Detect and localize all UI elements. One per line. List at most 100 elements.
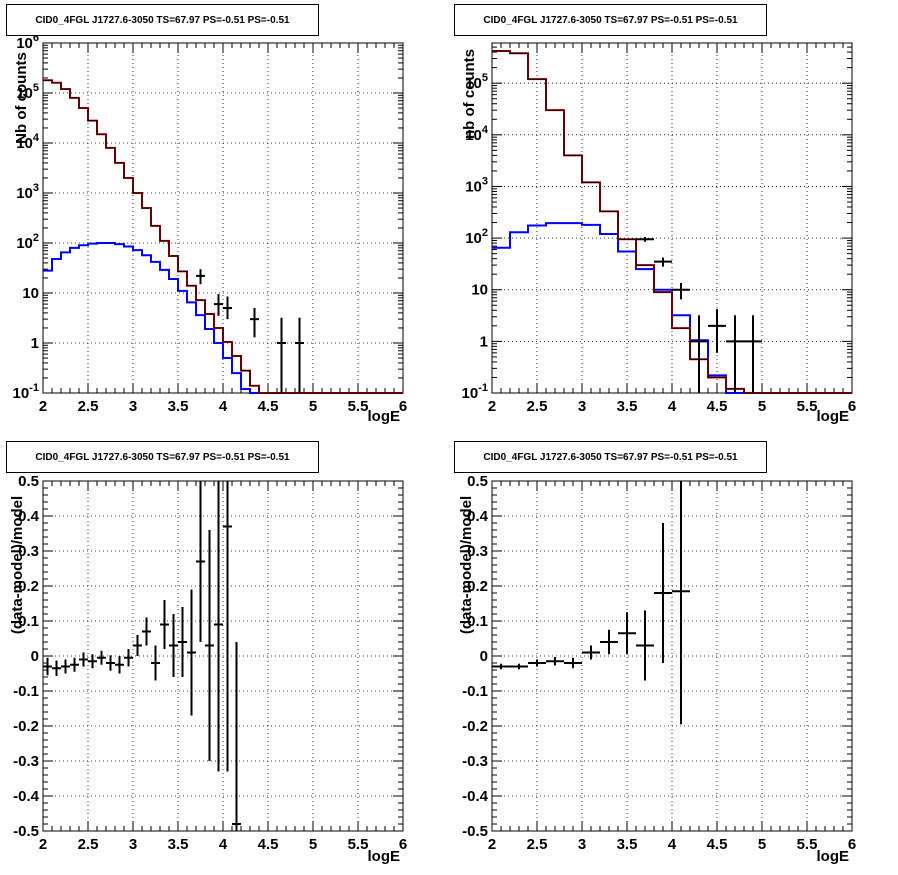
data-point bbox=[726, 315, 744, 393]
x-tick-label: 4 bbox=[668, 836, 677, 853]
y-tick-label: 103 bbox=[465, 175, 488, 195]
y-tick-label: 0.5 bbox=[18, 473, 39, 490]
y-tick-label: 0.2 bbox=[467, 578, 488, 595]
y-tick-label: 10 bbox=[471, 282, 488, 299]
y-tick-label: 0.1 bbox=[467, 613, 488, 630]
x-tick-label: 3.5 bbox=[168, 398, 189, 415]
residual-point bbox=[79, 652, 88, 667]
residual-point bbox=[187, 589, 196, 716]
y-tick-label: 10-1 bbox=[462, 382, 488, 402]
y-tick-label: -0.3 bbox=[462, 753, 488, 770]
x-tick-label: 3 bbox=[129, 836, 137, 853]
y-tick-label: 0.3 bbox=[467, 543, 488, 560]
x-tick-label: 3 bbox=[578, 398, 586, 415]
y-tick-label: 105 bbox=[465, 72, 488, 92]
y-tick-label: 0.4 bbox=[18, 508, 40, 525]
x-tick-label: 5 bbox=[309, 398, 317, 415]
x-tick-label: 2.5 bbox=[78, 836, 99, 853]
y-axis-label: nb of counts bbox=[461, 49, 478, 139]
residual-point bbox=[618, 612, 636, 655]
residual-point bbox=[546, 657, 564, 666]
x-tick-label: 4 bbox=[668, 398, 677, 415]
y-tick-label: 0.2 bbox=[18, 578, 39, 595]
residual-point bbox=[196, 481, 205, 642]
residual-point bbox=[672, 481, 690, 725]
histogram-series-2 bbox=[492, 50, 852, 394]
residual-point bbox=[133, 635, 142, 656]
residual-point bbox=[52, 660, 61, 676]
residual-point bbox=[124, 649, 133, 667]
y-tick-label: 104 bbox=[16, 132, 40, 152]
y-tick-label: 0.1 bbox=[18, 613, 39, 630]
data-point bbox=[708, 309, 726, 353]
residual-point bbox=[564, 657, 582, 669]
y-tick-label: 0 bbox=[31, 648, 39, 665]
x-tick-label: 3 bbox=[129, 398, 137, 415]
x-axis-label: logE bbox=[817, 848, 850, 865]
x-tick-label: 6 bbox=[399, 836, 407, 853]
residual-point bbox=[178, 607, 187, 677]
pad-4: logE (data-model)/model bbox=[458, 480, 853, 865]
y-axis-label: (data-model)/model bbox=[9, 496, 26, 634]
x-tick-label: 6 bbox=[848, 398, 856, 415]
y-tick-label: -0.1 bbox=[462, 683, 488, 700]
x-tick-label: 2 bbox=[488, 398, 496, 415]
x-axis-label: logE bbox=[368, 848, 401, 865]
y-tick-label: 0.4 bbox=[467, 508, 489, 525]
x-tick-label: 3.5 bbox=[617, 836, 638, 853]
residual-point bbox=[232, 642, 241, 831]
y-tick-label: -0.5 bbox=[462, 823, 488, 840]
data-point bbox=[636, 236, 654, 242]
residual-point bbox=[160, 600, 169, 649]
x-tick-label: 5 bbox=[309, 836, 317, 853]
data-point bbox=[277, 317, 286, 393]
x-tick-label: 2 bbox=[39, 398, 47, 415]
pad2-title: CID0_4FGL J1727.6-3050 TS=67.97 PS=-0.51… bbox=[454, 4, 767, 36]
data-point bbox=[672, 282, 690, 300]
residual-point bbox=[223, 481, 232, 772]
y-tick-label: 0.3 bbox=[18, 543, 39, 560]
y-tick-label: 105 bbox=[16, 82, 39, 102]
residual-point bbox=[510, 663, 528, 670]
plot-frame bbox=[491, 42, 853, 394]
pad1-title: CID0_4FGL J1727.6-3050 TS=67.97 PS=-0.51… bbox=[6, 4, 319, 36]
residual-point bbox=[151, 645, 160, 681]
y-tick-label: 10 bbox=[22, 285, 39, 302]
x-tick-label: 5.5 bbox=[348, 398, 369, 415]
residual-point bbox=[528, 659, 546, 667]
data-point bbox=[295, 317, 304, 393]
pad-1: logE Nb of counts bbox=[13, 42, 404, 425]
x-tick-label: 4.5 bbox=[258, 398, 279, 415]
residual-point bbox=[582, 645, 600, 660]
x-tick-label: 5.5 bbox=[797, 836, 818, 853]
y-tick-label: -0.5 bbox=[13, 823, 39, 840]
x-tick-label: 2.5 bbox=[527, 836, 548, 853]
x-tick-label: 4.5 bbox=[258, 836, 279, 853]
residual-point bbox=[61, 659, 70, 674]
residual-point bbox=[205, 530, 214, 761]
x-tick-label: 5 bbox=[758, 398, 766, 415]
pad-2: logE nb of counts bbox=[461, 42, 853, 425]
y-tick-label: 0 bbox=[480, 648, 488, 665]
x-tick-label: 2.5 bbox=[527, 398, 548, 415]
data-point bbox=[744, 315, 762, 393]
x-axis-label: logE bbox=[817, 408, 850, 425]
y-tick-label: 106 bbox=[16, 32, 39, 52]
residual-point bbox=[492, 663, 510, 670]
pad4-title: CID0_4FGL J1727.6-3050 TS=67.97 PS=-0.51… bbox=[454, 441, 767, 473]
x-tick-label: 6 bbox=[399, 398, 407, 415]
residual-point bbox=[142, 617, 151, 646]
y-tick-label: -0.4 bbox=[13, 788, 40, 805]
histogram-series-2 bbox=[43, 79, 403, 394]
data-point bbox=[223, 296, 232, 320]
y-tick-label: 1 bbox=[31, 335, 39, 352]
residual-point bbox=[70, 657, 79, 672]
data-point bbox=[214, 294, 223, 316]
x-tick-label: 2.5 bbox=[78, 398, 99, 415]
x-tick-label: 5 bbox=[758, 836, 766, 853]
y-tick-label: -0.3 bbox=[13, 753, 39, 770]
residual-point bbox=[97, 650, 106, 665]
data-point bbox=[690, 315, 708, 393]
x-tick-label: 5.5 bbox=[797, 398, 818, 415]
